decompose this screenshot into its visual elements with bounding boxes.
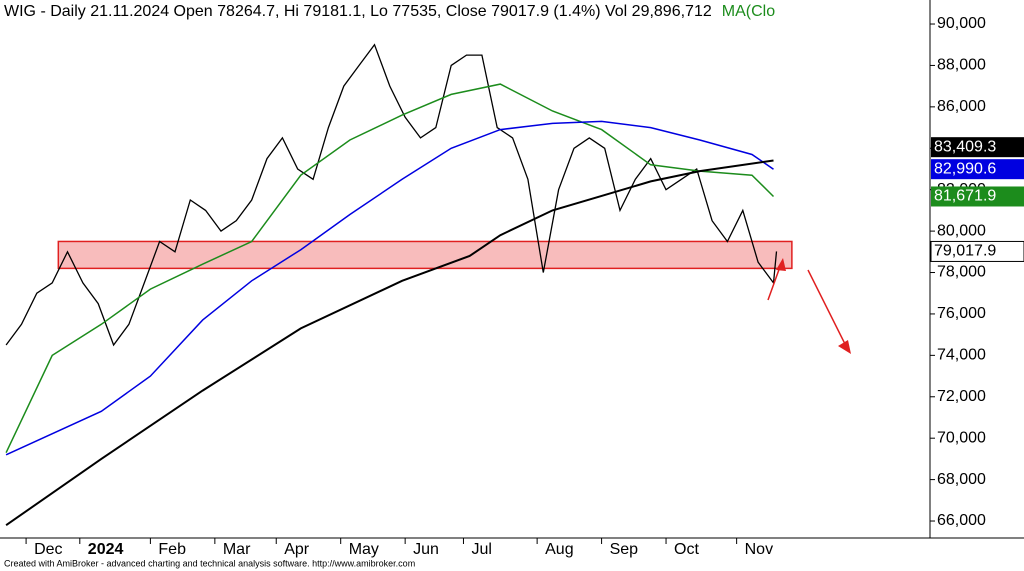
x-tick-label: Jun [413, 541, 439, 558]
y-tick-label: 74,000 [937, 347, 986, 364]
y-tick-label: 86,000 [937, 98, 986, 115]
y-tick-label: 80,000 [937, 222, 986, 239]
axis-panel [930, 0, 1024, 538]
x-tick-label: Jul [471, 541, 491, 558]
x-tick-label: Feb [158, 541, 186, 558]
x-tick-label: Sep [610, 541, 639, 558]
y-tick-label: 88,000 [937, 57, 986, 74]
y-tick-label: 68,000 [937, 471, 986, 488]
last-value-box [931, 137, 1024, 158]
support-zone [57, 240, 793, 270]
x-tick-label: Nov [745, 541, 773, 558]
y-tick-label: 78,000 [937, 264, 986, 281]
series-line [5, 120, 774, 456]
x-tick-label: May [349, 541, 379, 558]
y-tick-label: 72,000 [937, 388, 986, 405]
y-tick-label: 76,000 [937, 305, 986, 322]
x-tick-label: Dec [34, 541, 62, 558]
last-value-box [931, 159, 1024, 180]
last-value-label: 83,409.3 [934, 138, 996, 155]
arrow-head [776, 258, 786, 271]
series-line [5, 159, 774, 527]
x-tick-label: 2024 [88, 541, 124, 558]
y-tick-label: 70,000 [937, 429, 986, 446]
annotation-arrows [767, 258, 851, 354]
ma-label: MA(Clo [722, 3, 775, 20]
y-tick-label: 66,000 [937, 512, 986, 529]
plot [5, 43, 793, 527]
y-tick-label: 90,000 [937, 15, 986, 32]
last-value-label: 81,671.9 [934, 188, 996, 205]
series-line [5, 83, 775, 454]
arrow [807, 269, 846, 345]
x-tick-label: Aug [545, 541, 573, 558]
chart-title: WIG - Daily 21.11.2024 Open 78264.7, Hi … [4, 3, 712, 20]
last-value-box [930, 240, 1024, 262]
last-value-box [931, 186, 1024, 207]
x-tick-label: Apr [284, 541, 310, 558]
last-value-label: 82,990.6 [934, 160, 996, 177]
x-tick-label: Mar [223, 541, 251, 558]
arrow-head [838, 340, 851, 354]
last-value-label: 79,017.9 [934, 243, 996, 260]
footer: Created with AmiBroker - advanced charti… [4, 558, 415, 568]
series-line [5, 43, 778, 347]
x-tick-label: Oct [674, 541, 699, 558]
